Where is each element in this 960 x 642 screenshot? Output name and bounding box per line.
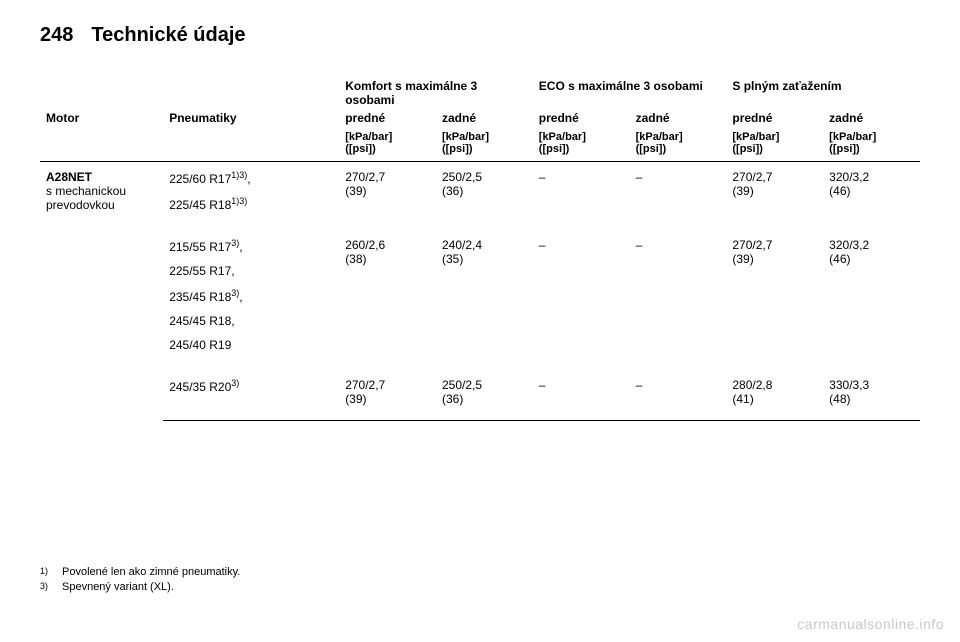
- value-cell: –: [630, 162, 727, 231]
- col-tires: Pneumatiky: [163, 109, 339, 127]
- footnote: 3)Spevnený variant (XL).: [40, 581, 240, 593]
- value-cell: –: [533, 162, 630, 231]
- page-title: Technické údaje: [91, 24, 245, 47]
- motor-cell: A28NETs mechanickouprevodovkou: [40, 162, 163, 421]
- tire-pressure-table: Komfort s maximálne 3 osobami ECO s maxi…: [40, 75, 920, 421]
- table-row: 215/55 R173),225/55 R17,235/45 R183),245…: [40, 230, 920, 370]
- value-cell: 280/2,8(41): [726, 370, 823, 421]
- value-cell: 240/2,4(35): [436, 230, 533, 370]
- value-cell: –: [533, 230, 630, 370]
- value-cell: 320/3,2(46): [823, 162, 920, 231]
- page-header: 248 Technické údaje: [40, 24, 920, 47]
- value-cell: 270/2,7(39): [726, 230, 823, 370]
- value-cell: –: [630, 370, 727, 421]
- value-cell: 260/2,6(38): [339, 230, 436, 370]
- value-cell: 250/2,5(36): [436, 370, 533, 421]
- value-cell: 320/3,2(46): [823, 230, 920, 370]
- table-row: A28NETs mechanickouprevodovkou225/60 R17…: [40, 162, 920, 231]
- table-sub-header-row: Motor Pneumatiky predné zadné predné zad…: [40, 109, 920, 127]
- unit-cell: [kPa/bar]([psi]): [436, 127, 533, 162]
- col-group-eco: ECO s maximálne 3 osobami: [533, 75, 727, 109]
- unit-cell: [kPa/bar]([psi]): [533, 127, 630, 162]
- table-group-header-row: Komfort s maximálne 3 osobami ECO s maxi…: [40, 75, 920, 109]
- tires-cell: 225/60 R171)3),225/45 R181)3): [163, 162, 339, 231]
- col-group-full: S plným zaťažením: [726, 75, 920, 109]
- col-full-rear: zadné: [823, 109, 920, 127]
- unit-cell: [kPa/bar]([psi]): [630, 127, 727, 162]
- tires-cell: 215/55 R173),225/55 R17,235/45 R183),245…: [163, 230, 339, 370]
- value-cell: 270/2,7(39): [726, 162, 823, 231]
- col-full-front: predné: [726, 109, 823, 127]
- col-eco-front: predné: [533, 109, 630, 127]
- value-cell: –: [630, 230, 727, 370]
- value-cell: 270/2,7(39): [339, 370, 436, 421]
- value-cell: 330/3,3(48): [823, 370, 920, 421]
- col-comfort-front: predné: [339, 109, 436, 127]
- col-comfort-rear: zadné: [436, 109, 533, 127]
- col-motor: Motor: [40, 109, 163, 127]
- footnote: 1)Povolené len ako zimné pneumatiky.: [40, 566, 240, 578]
- table-unit-header-row: [kPa/bar]([psi]) [kPa/bar]([psi]) [kPa/b…: [40, 127, 920, 162]
- watermark: carmanualsonline.info: [797, 616, 944, 632]
- unit-cell: [kPa/bar]([psi]): [823, 127, 920, 162]
- unit-cell: [kPa/bar]([psi]): [339, 127, 436, 162]
- value-cell: –: [533, 370, 630, 421]
- value-cell: 270/2,7(39): [339, 162, 436, 231]
- table-row: 245/35 R203)270/2,7(39)250/2,5(36)––280/…: [40, 370, 920, 421]
- col-group-comfort: Komfort s maximálne 3 osobami: [339, 75, 533, 109]
- unit-cell: [kPa/bar]([psi]): [726, 127, 823, 162]
- col-eco-rear: zadné: [630, 109, 727, 127]
- value-cell: 250/2,5(36): [436, 162, 533, 231]
- page-number: 248: [40, 24, 73, 47]
- footnotes: 1)Povolené len ako zimné pneumatiky. 3)Sp…: [40, 566, 240, 596]
- tires-cell: 245/35 R203): [163, 370, 339, 421]
